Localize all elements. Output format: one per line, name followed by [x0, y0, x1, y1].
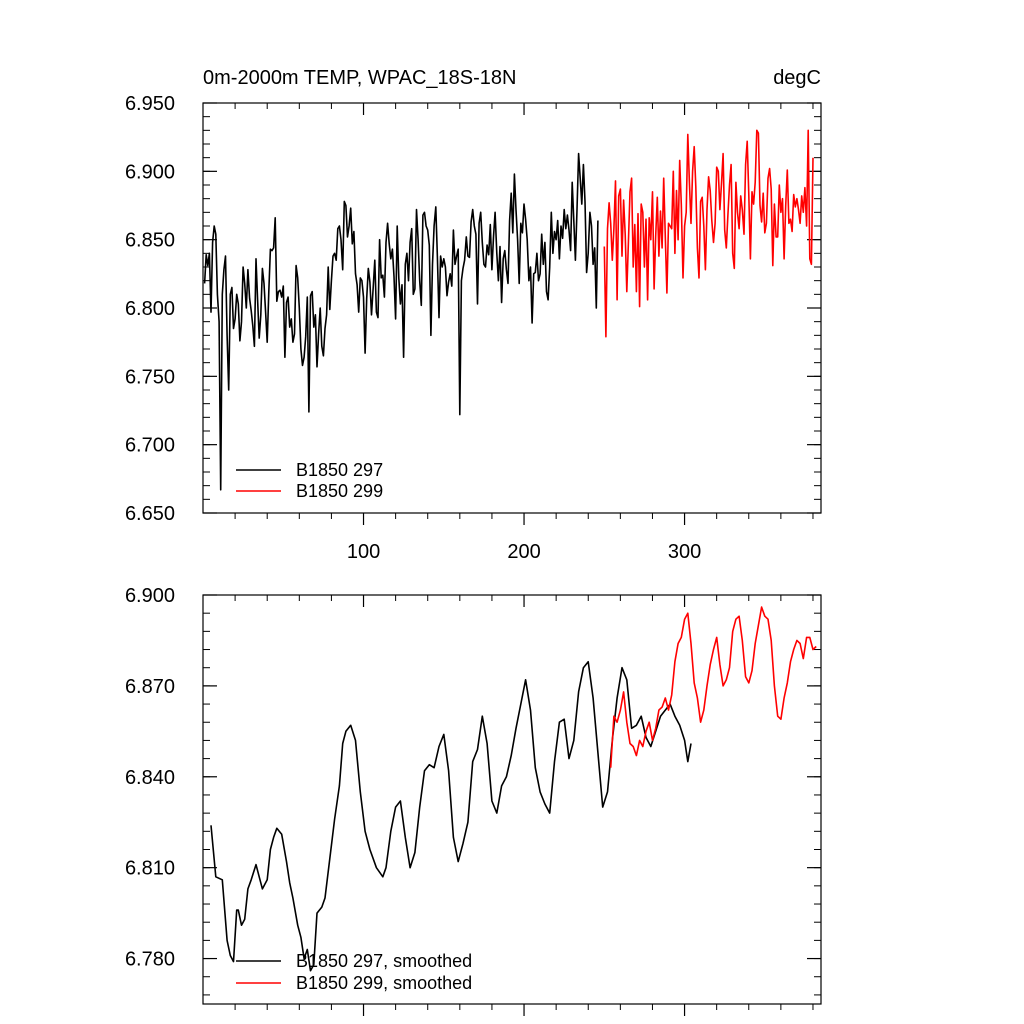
- series-line-b1850-297: [203, 152, 599, 491]
- y-tick-label: 6.840: [125, 767, 175, 789]
- y-tick-label: 6.870: [125, 676, 175, 698]
- legend-label-b1850-299-smoothed: B1850 299, smoothed: [296, 973, 472, 993]
- legend-label-b1850-297-smoothed: B1850 297, smoothed: [296, 951, 472, 971]
- top-panel-units: degC: [773, 67, 821, 89]
- y-tick-label: 6.810: [125, 858, 175, 880]
- top-panel: 0m-2000m TEMP, WPAC_18S-18N degC 6.650 6.…: [125, 67, 822, 563]
- top-panel-title: 0m-2000m TEMP, WPAC_18S-18N: [203, 67, 516, 89]
- bottom-plot-frame: [202, 594, 822, 1005]
- y-tick-label: 6.800: [125, 298, 175, 320]
- y-tick-label: 6.650: [125, 503, 175, 525]
- bottom-axis-ticks: 6.780 6.810 6.840 6.870 6.900: [125, 585, 821, 1016]
- x-tick-label: 200: [507, 541, 540, 563]
- y-tick-label: 6.900: [125, 161, 175, 183]
- series-line-b1850-297-smoothed: [210, 660, 692, 972]
- y-tick-label: 6.950: [125, 93, 175, 115]
- top-legend: B1850 297 B1850 299: [236, 460, 383, 501]
- y-tick-label: 6.750: [125, 366, 175, 388]
- x-tick-label: 300: [668, 541, 701, 563]
- series-line-b1850-299: [603, 129, 814, 338]
- top-plot-frame: [202, 102, 822, 514]
- top-series-lines: [203, 129, 814, 491]
- y-tick-label: 6.700: [125, 435, 175, 457]
- legend-label-b1850-299: B1850 299: [296, 481, 383, 501]
- y-tick-label: 6.780: [125, 949, 175, 971]
- legend-label-b1850-297: B1850 297: [296, 460, 383, 480]
- series-line-b1850-299-smoothed: [609, 606, 817, 768]
- bottom-legend: B1850 297, smoothed B1850 299, smoothed: [236, 951, 472, 993]
- bottom-series-lines: [210, 606, 817, 972]
- y-tick-label: 6.850: [125, 230, 175, 252]
- bottom-panel: 6.780 6.810 6.840 6.870 6.900 B1850 297, smo…: [125, 585, 822, 1016]
- y-tick-label: 6.900: [125, 585, 175, 607]
- x-tick-label: 100: [347, 541, 380, 563]
